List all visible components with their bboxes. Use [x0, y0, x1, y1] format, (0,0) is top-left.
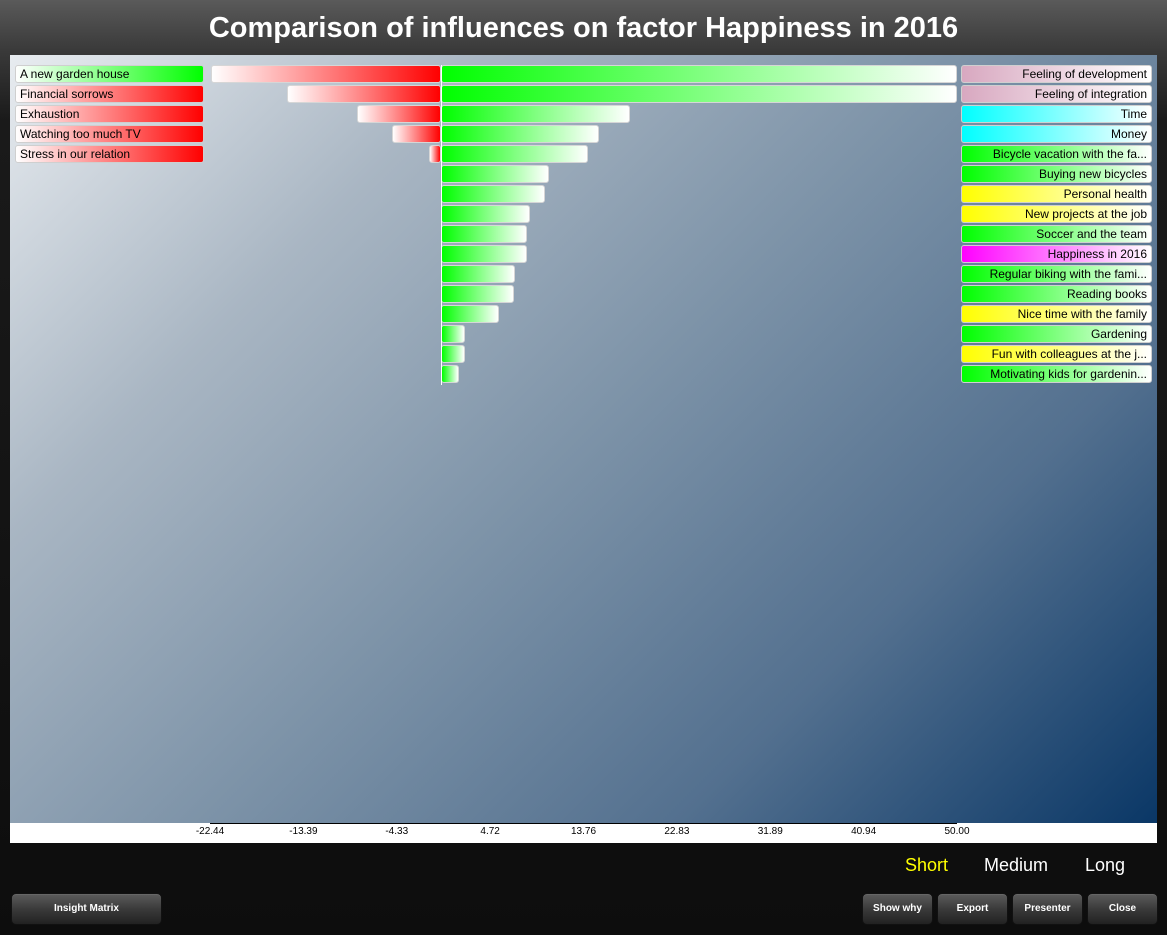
- presenter-button[interactable]: Presenter: [1012, 893, 1083, 925]
- term-short-button[interactable]: Short: [905, 855, 949, 875]
- x-axis: -22.44 -13.39 -4.33 4.72 13.76 22.83 31.89 40.9…: [10, 823, 1157, 843]
- positive-bar[interactable]: [441, 345, 466, 363]
- positive-factor-label[interactable]: Personal health: [961, 185, 1152, 203]
- negative-factor-label[interactable]: A new garden house: [15, 65, 204, 83]
- term-long-button[interactable]: Long: [1085, 855, 1126, 875]
- x-tick-label: 22.83: [664, 826, 690, 837]
- x-tick-label: 31.89: [757, 826, 783, 837]
- positive-bar[interactable]: [441, 185, 545, 203]
- positive-factor-label[interactable]: New projects at the job: [961, 205, 1152, 223]
- export-button[interactable]: Export: [937, 893, 1008, 925]
- positive-bar[interactable]: [441, 245, 527, 263]
- positive-bar[interactable]: [441, 285, 514, 303]
- positive-bar[interactable]: [441, 125, 600, 143]
- x-tick-label: -22.44: [195, 826, 225, 837]
- negative-bar[interactable]: [211, 65, 442, 83]
- positive-factor-label[interactable]: Soccer and the team: [961, 225, 1152, 243]
- positive-factor-label[interactable]: Happiness in 2016: [961, 245, 1152, 263]
- positive-bar[interactable]: [441, 105, 631, 123]
- positive-bar[interactable]: [441, 325, 466, 343]
- negative-bar[interactable]: [429, 145, 442, 163]
- positive-bar[interactable]: [441, 85, 957, 103]
- negative-factor-label[interactable]: Exhaustion: [15, 105, 204, 123]
- x-tick-label: 40.94: [851, 826, 877, 837]
- chart-plot-area: A new garden house Financial sorrows Exhau…: [10, 55, 1157, 823]
- term-medium-button[interactable]: Medium: [984, 855, 1049, 875]
- negative-factor-label[interactable]: Stress in our relation: [15, 145, 204, 163]
- positive-bar[interactable]: [441, 65, 957, 83]
- positive-bar[interactable]: [441, 145, 588, 163]
- positive-bar[interactable]: [441, 265, 515, 283]
- positive-factor-label[interactable]: Regular biking with the fami...: [961, 265, 1152, 283]
- show-why-button[interactable]: Show why: [862, 893, 933, 925]
- x-tick-label: 13.76: [570, 826, 597, 837]
- x-tick-label: -4.33: [385, 826, 409, 837]
- positive-factor-label[interactable]: Feeling of integration: [961, 85, 1152, 103]
- x-tick-label: 50.00: [944, 826, 970, 837]
- positive-factor-label[interactable]: Nice time with the family: [961, 305, 1152, 323]
- positive-bar[interactable]: [441, 205, 531, 223]
- positive-factor-label[interactable]: Fun with colleagues at the j...: [961, 345, 1152, 363]
- positive-factor-label[interactable]: Time: [961, 105, 1152, 123]
- positive-factor-label[interactable]: Buying new bicycles: [961, 165, 1152, 183]
- x-tick-label: -13.39: [289, 826, 318, 837]
- positive-factor-label[interactable]: Reading books: [961, 285, 1152, 303]
- positive-factor-label[interactable]: Motivating kids for gardenin...: [961, 365, 1152, 383]
- negative-factor-label[interactable]: Watching too much TV: [15, 125, 204, 143]
- negative-bar[interactable]: [391, 125, 442, 143]
- close-button[interactable]: Close: [1087, 893, 1158, 925]
- zero-line: [441, 65, 443, 385]
- negative-bar[interactable]: [286, 85, 442, 103]
- positive-factor-label[interactable]: Money: [961, 125, 1152, 143]
- insight-matrix-button[interactable]: Insight Matrix: [11, 893, 162, 925]
- x-tick-label: 4.72: [480, 826, 500, 837]
- positive-bar[interactable]: [441, 165, 549, 183]
- negative-bar[interactable]: [356, 105, 442, 123]
- negative-factor-label[interactable]: Financial sorrows: [15, 85, 204, 103]
- chart-title: Comparison of influences on factor Happi…: [208, 12, 959, 44]
- positive-factor-label[interactable]: Feeling of development: [961, 65, 1152, 83]
- positive-bar[interactable]: [441, 305, 500, 323]
- positive-factor-label[interactable]: Gardening: [961, 325, 1152, 343]
- positive-bar[interactable]: [441, 225, 527, 243]
- positive-factor-label[interactable]: Bicycle vacation with the fa...: [961, 145, 1152, 163]
- x-axis-line: [210, 823, 957, 824]
- positive-bar[interactable]: [441, 365, 459, 383]
